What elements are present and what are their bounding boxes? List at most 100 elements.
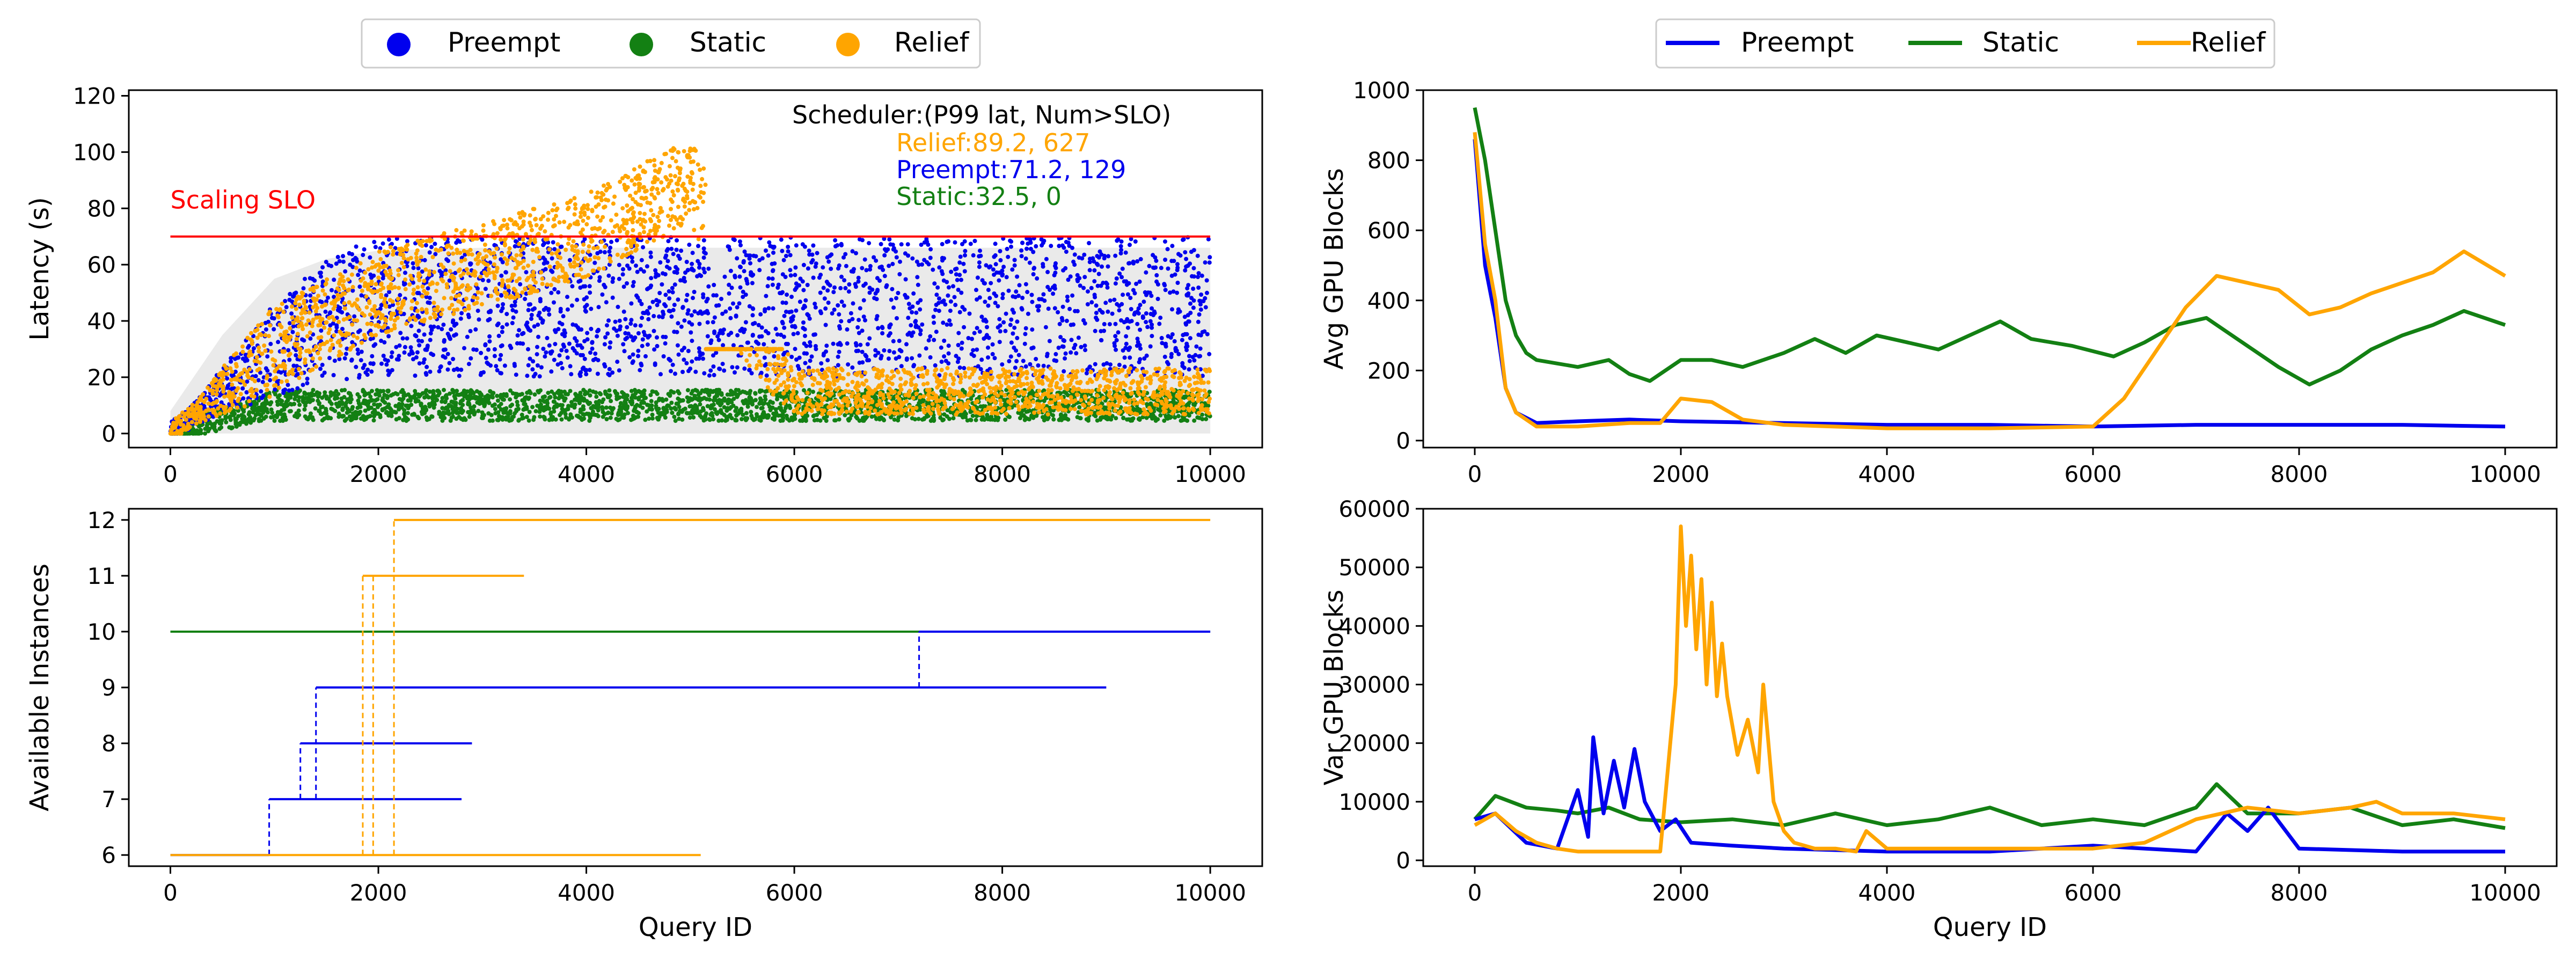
data-point xyxy=(778,419,783,423)
data-point xyxy=(804,351,809,356)
data-point xyxy=(487,339,492,344)
data-point xyxy=(447,335,452,340)
data-point xyxy=(340,414,345,419)
data-point xyxy=(1082,252,1087,257)
data-point xyxy=(887,356,891,361)
data-point xyxy=(256,378,261,383)
data-point xyxy=(320,396,325,400)
data-point xyxy=(553,395,558,400)
data-point xyxy=(1206,237,1211,241)
data-point xyxy=(942,339,947,343)
data-point xyxy=(909,323,913,328)
data-point xyxy=(1138,303,1143,308)
data-point xyxy=(638,323,643,328)
data-point xyxy=(303,396,308,400)
data-point xyxy=(685,395,690,400)
data-point xyxy=(1094,303,1099,308)
data-point xyxy=(750,313,755,318)
data-point xyxy=(736,392,741,397)
data-point xyxy=(589,326,594,331)
data-point xyxy=(674,401,679,406)
data-point xyxy=(876,326,881,331)
data-point xyxy=(712,372,716,377)
data-point xyxy=(911,291,916,296)
data-point xyxy=(887,237,892,241)
data-point xyxy=(552,300,556,305)
data-point xyxy=(733,408,738,413)
data-point xyxy=(426,300,430,305)
data-point xyxy=(895,316,899,320)
data-point xyxy=(1006,288,1011,293)
data-point xyxy=(459,311,464,316)
data-point xyxy=(386,402,391,407)
data-point xyxy=(411,261,415,266)
data-point xyxy=(670,290,675,295)
data-point xyxy=(1195,253,1200,258)
data-point xyxy=(653,362,657,367)
data-point xyxy=(1173,272,1177,277)
data-point xyxy=(316,394,320,399)
data-point xyxy=(945,322,949,327)
data-point xyxy=(215,419,219,423)
data-point xyxy=(1000,296,1005,301)
data-point xyxy=(340,310,345,314)
data-point xyxy=(1001,265,1006,269)
data-point xyxy=(1192,418,1197,423)
data-point xyxy=(617,417,622,422)
data-point xyxy=(1207,260,1212,265)
data-point xyxy=(423,243,428,247)
data-point xyxy=(857,360,862,365)
data-point xyxy=(903,277,908,282)
data-point xyxy=(386,389,391,394)
data-point xyxy=(357,394,362,399)
data-point xyxy=(690,359,694,364)
data-point xyxy=(532,415,537,420)
data-point xyxy=(456,238,460,243)
data-point xyxy=(789,295,794,299)
data-point xyxy=(714,303,719,308)
data-point xyxy=(565,355,570,360)
data-point xyxy=(770,276,775,281)
data-point xyxy=(1000,362,1005,367)
data-point xyxy=(1087,268,1092,273)
plot-area xyxy=(168,146,1212,436)
data-point xyxy=(738,243,743,247)
data-point xyxy=(1084,371,1089,376)
data-point xyxy=(491,395,495,400)
data-point xyxy=(340,388,344,393)
data-point xyxy=(525,320,530,325)
data-point xyxy=(606,273,611,278)
data-point xyxy=(811,243,816,248)
data-point xyxy=(882,348,887,353)
data-point xyxy=(1119,302,1124,306)
data-point xyxy=(647,305,652,310)
data-point xyxy=(681,407,686,412)
data-point xyxy=(272,327,276,332)
data-point xyxy=(213,428,218,433)
data-point xyxy=(596,405,601,409)
data-point xyxy=(963,253,967,258)
data-point xyxy=(495,398,500,403)
data-point xyxy=(663,292,668,297)
data-point xyxy=(1176,310,1180,315)
data-point xyxy=(557,320,562,325)
data-point xyxy=(887,349,892,354)
data-point xyxy=(709,338,714,343)
data-point xyxy=(437,369,442,374)
data-point xyxy=(1106,309,1110,314)
data-point xyxy=(562,328,567,333)
data-point xyxy=(487,400,492,405)
data-point xyxy=(332,358,337,363)
data-point xyxy=(972,331,977,335)
data-point xyxy=(771,339,775,344)
data-point xyxy=(667,309,671,313)
data-point xyxy=(494,364,499,369)
y-tick-label: 80 xyxy=(87,195,116,222)
data-point xyxy=(794,357,799,362)
data-point xyxy=(340,407,345,412)
data-point xyxy=(225,376,230,381)
data-point xyxy=(959,277,963,282)
data-point xyxy=(742,366,747,371)
data-point xyxy=(813,302,817,306)
